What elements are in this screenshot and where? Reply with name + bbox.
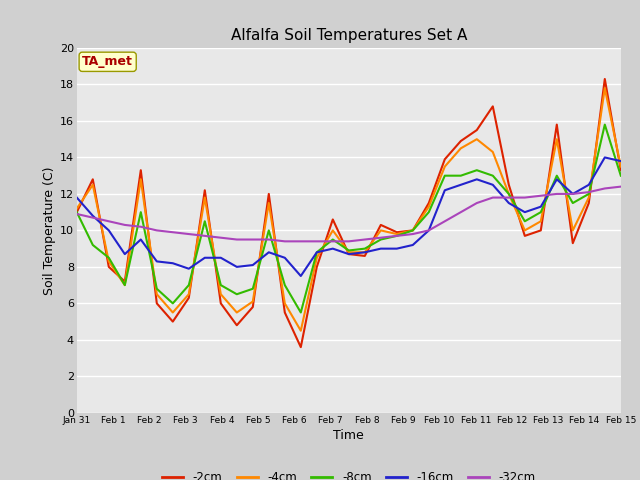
Text: TA_met: TA_met: [82, 55, 133, 68]
Title: Alfalfa Soil Temperatures Set A: Alfalfa Soil Temperatures Set A: [230, 28, 467, 43]
Y-axis label: Soil Temperature (C): Soil Temperature (C): [43, 166, 56, 295]
Legend: -2cm, -4cm, -8cm, -16cm, -32cm: -2cm, -4cm, -8cm, -16cm, -32cm: [157, 466, 540, 480]
X-axis label: Time: Time: [333, 429, 364, 442]
